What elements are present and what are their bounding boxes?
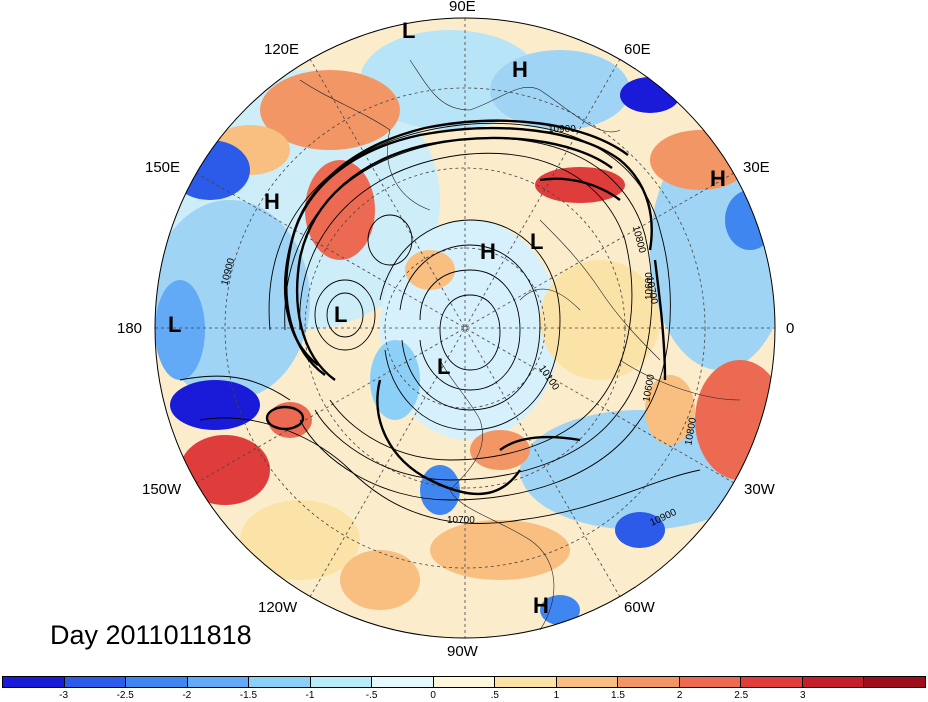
longitude-label: 0 [786, 320, 795, 337]
contour-label: 10600 [641, 373, 657, 403]
longitude-label: 30W [744, 481, 775, 498]
colorbar-segment [741, 677, 803, 687]
pressure-center-label: L [402, 18, 415, 43]
contour-label: 10700 [644, 276, 660, 306]
longitude-label: 30E [743, 159, 770, 176]
pressure-center-label: H [480, 239, 496, 264]
colorbar-segment [802, 677, 865, 687]
anomaly-field [155, 18, 775, 638]
pressure-center-label: H [710, 166, 726, 191]
colorbar-tick-label: -2.5 [116, 690, 134, 701]
colorbar-tick-label: -3 [59, 690, 69, 701]
map-boundary [154, 17, 776, 639]
longitude-label: 120W [258, 599, 298, 616]
longitude-label: 180 [117, 320, 143, 337]
colorbar-tick-label: 3 [800, 690, 806, 701]
colorbar-tick-label: -2 [182, 690, 192, 701]
colorbar-segment [372, 677, 434, 687]
longitude-label: 90W [447, 643, 478, 660]
colorbar-segment [64, 677, 127, 687]
colorbar-tick-label: -1.5 [239, 690, 258, 701]
colorbar-segment [495, 677, 557, 687]
contour-label: 10700 [447, 515, 475, 526]
pressure-center-label: H [264, 189, 280, 214]
colorbar-tick-label: 0 [430, 690, 436, 701]
pressure-center-labels: L H H H H L L L L H [168, 18, 726, 618]
height-contours [179, 122, 701, 524]
pressure-center-label: L [168, 312, 181, 337]
colorbar-tick-label: 1 [553, 690, 560, 701]
colorbar-segment [187, 677, 250, 687]
pressure-center-label: H [512, 57, 528, 82]
colorbar-segment [864, 677, 925, 687]
colorbar-segment [556, 677, 619, 687]
colorbar-segment [126, 677, 188, 687]
longitude-label: 150E [145, 159, 181, 176]
colorbar-segment [3, 677, 65, 687]
pressure-center-label: L [437, 354, 450, 379]
colorbar-segment [310, 677, 373, 687]
longitude-label: 150W [142, 481, 182, 498]
colorbar-segment [679, 677, 742, 687]
colorbar [2, 676, 926, 688]
colorbar-tick-label: 2.5 [734, 690, 749, 701]
coastlines [299, 59, 741, 631]
longitude-label: 60E [624, 41, 651, 58]
colorbar-tick-label: -1 [305, 690, 315, 701]
longitude-label: 60W [624, 599, 655, 616]
pressure-center-label: H [533, 593, 549, 618]
contour-label: 10600 [644, 272, 655, 300]
colorbar-segment [249, 677, 311, 687]
map-title: Day 2011011818 [50, 620, 252, 650]
longitude-label: 120E [264, 41, 300, 58]
colorbar-tick-label: 2 [676, 690, 683, 701]
pressure-center-label: L [334, 302, 347, 327]
jet-contours [265, 119, 667, 496]
pressure-center-label: L [530, 229, 543, 254]
longitude-label: 90E [449, 0, 476, 15]
colorbar-tick-label: .5 [490, 690, 499, 701]
contour-label: 10800 [683, 417, 699, 447]
colorbar-segment [433, 677, 496, 687]
colorbar-segment [618, 677, 680, 687]
colorbar-tick-label: 1.5 [611, 690, 625, 701]
contour-label: 10900 [548, 124, 576, 135]
colorbar-tick-label: -.5 [365, 690, 378, 701]
